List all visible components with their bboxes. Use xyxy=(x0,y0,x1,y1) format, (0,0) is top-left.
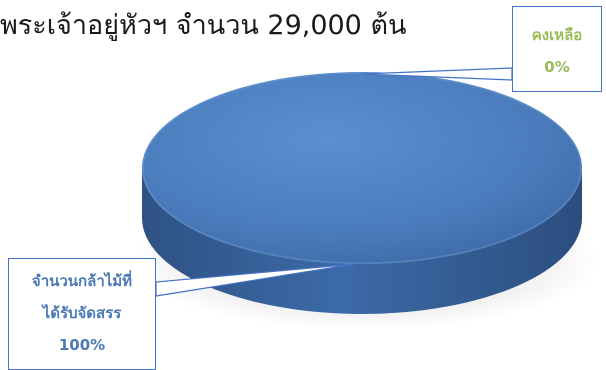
pie-rim xyxy=(142,72,582,264)
data-label-value: 0% xyxy=(544,58,570,76)
data-label-value: 100% xyxy=(58,336,106,354)
leader-line-allocated xyxy=(155,263,356,297)
data-label-category-line-2: ได้รับจัดสรร xyxy=(42,304,122,322)
data-label-category: คงเหลือ xyxy=(531,26,583,44)
data-label-allocated: จำนวนกล้าไม้ที่ ได้รับจัดสรร 100% xyxy=(8,258,156,370)
chart-title: พระเจ้าอยู่หัวฯ จำนวน 29,000 ต้น xyxy=(0,10,407,41)
data-label-remaining: คงเหลือ 0% xyxy=(512,6,602,92)
data-label-category-line-1: จำนวนกล้าไม้ที่ xyxy=(31,272,133,290)
pie-slice-allocated xyxy=(142,72,582,264)
